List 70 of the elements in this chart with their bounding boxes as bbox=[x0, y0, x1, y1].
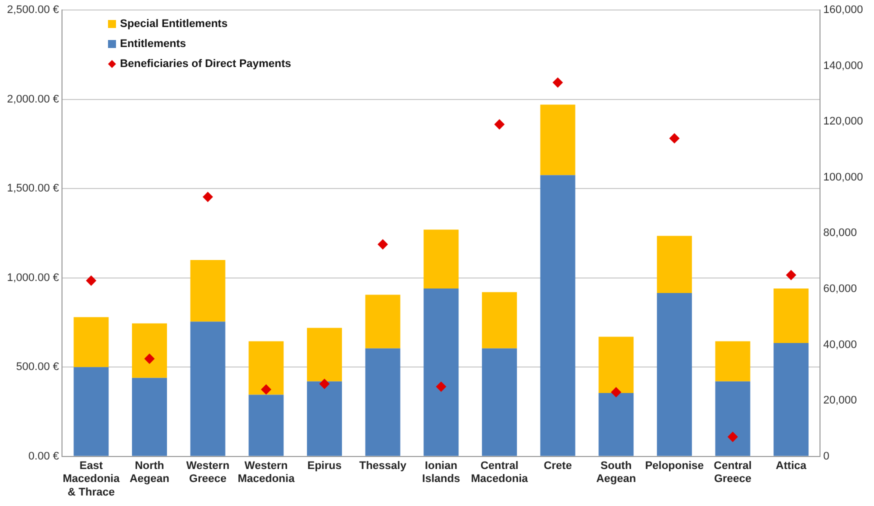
bar bbox=[774, 343, 809, 456]
y2-tick-label: 40,000 bbox=[823, 338, 857, 351]
y2-tick-label: 0 bbox=[823, 450, 830, 462]
x-tick-label: Central Greece bbox=[714, 460, 752, 486]
point bbox=[786, 270, 796, 280]
x-tick-label: Western Macedonia bbox=[238, 460, 296, 486]
y-tick-label: 0.00 € bbox=[28, 450, 59, 462]
bar bbox=[365, 294, 400, 348]
legend-label: Entitlements bbox=[120, 38, 186, 50]
x-tick-label: Attica bbox=[776, 460, 808, 472]
legend-label: Beneficiaries of Direct Payments bbox=[120, 58, 292, 70]
x-tick-label: North Aegean bbox=[130, 460, 170, 486]
y2-tick-label: 60,000 bbox=[823, 283, 857, 296]
x-tick-label: Western Greece bbox=[186, 460, 230, 486]
y2-tick-label: 80,000 bbox=[823, 227, 857, 240]
bar bbox=[306, 381, 342, 456]
legend-label: Special Entitlements bbox=[120, 18, 228, 30]
x-tick-label: Ionian Islands bbox=[422, 460, 460, 486]
point bbox=[86, 276, 96, 286]
bar bbox=[74, 317, 109, 368]
point bbox=[261, 384, 272, 394]
point bbox=[611, 387, 622, 398]
point bbox=[669, 133, 680, 144]
x-tick-label: Crete bbox=[544, 460, 572, 472]
x-tick-label: South Aegean bbox=[596, 460, 636, 486]
bar bbox=[248, 394, 284, 456]
bar bbox=[190, 322, 226, 456]
y2-tick-label: 160,000 bbox=[823, 4, 864, 16]
bar bbox=[482, 348, 517, 456]
y-tick-label: 2,000.00 € bbox=[6, 93, 59, 106]
y2-tick-label: 20,000 bbox=[823, 394, 857, 407]
bar bbox=[306, 328, 342, 382]
bar bbox=[656, 236, 692, 294]
point bbox=[436, 382, 446, 392]
point bbox=[144, 354, 154, 364]
point bbox=[494, 119, 504, 130]
y-tick-label: 1,500.00 € bbox=[6, 182, 59, 195]
bar bbox=[774, 288, 809, 344]
point bbox=[319, 378, 330, 389]
point bbox=[202, 192, 213, 202]
bar bbox=[248, 341, 284, 395]
y2-tick-label: 120,000 bbox=[823, 116, 864, 128]
bar bbox=[132, 378, 167, 456]
y-tick-label: 2,500.00 € bbox=[6, 4, 59, 16]
bar bbox=[598, 393, 634, 456]
y-tick-label: 1,000.00 € bbox=[6, 272, 59, 284]
bar bbox=[715, 341, 750, 382]
x-tick-label: Thessaly bbox=[359, 460, 408, 472]
point bbox=[378, 239, 388, 250]
bar bbox=[656, 293, 692, 456]
bar bbox=[190, 260, 226, 322]
bar bbox=[424, 288, 459, 456]
bar bbox=[365, 348, 400, 456]
point bbox=[552, 78, 563, 88]
point bbox=[728, 432, 738, 442]
x-tick-label: East Macedonia & Thrace bbox=[62, 460, 120, 498]
bar bbox=[598, 336, 634, 394]
bar bbox=[482, 292, 517, 348]
bar bbox=[424, 230, 459, 289]
bar bbox=[540, 175, 576, 456]
bar bbox=[715, 381, 750, 456]
y-tick-label: 500.00 € bbox=[16, 361, 59, 374]
y2-tick-label: 100,000 bbox=[823, 171, 864, 184]
bar bbox=[74, 367, 109, 456]
x-tick-label: Epirus bbox=[307, 460, 342, 472]
bar bbox=[540, 104, 576, 176]
bar bbox=[132, 323, 167, 378]
x-tick-label: Peloponise bbox=[645, 460, 704, 472]
x-tick-label: Central Macedonia bbox=[471, 460, 529, 486]
y2-tick-label: 140,000 bbox=[823, 60, 864, 72]
